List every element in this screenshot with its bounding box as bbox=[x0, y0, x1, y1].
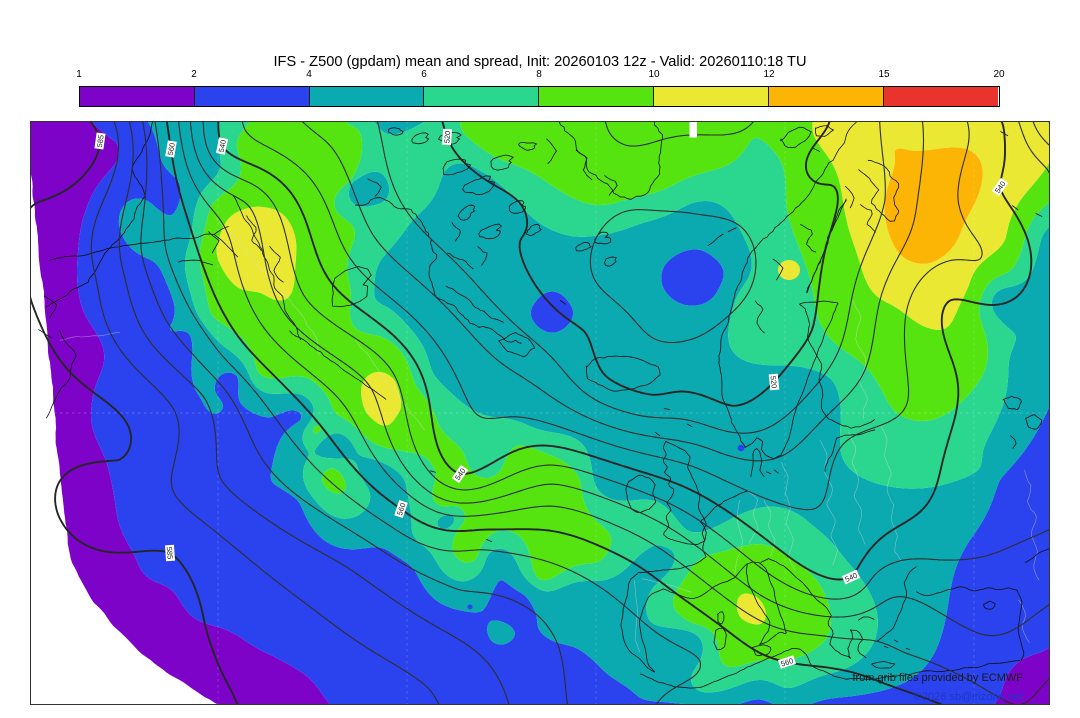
svg-text:585: 585 bbox=[165, 546, 175, 559]
svg-text:560: 560 bbox=[780, 656, 795, 668]
svg-text:540: 540 bbox=[217, 139, 228, 153]
svg-text:©2026 sb@irizone.net: ©2026 sb@irizone.net bbox=[914, 691, 1023, 703]
svg-text:585: 585 bbox=[95, 134, 106, 148]
svg-text:560: 560 bbox=[395, 502, 407, 517]
svg-text:520: 520 bbox=[442, 130, 452, 143]
svg-text:520: 520 bbox=[769, 375, 779, 388]
svg-text:from grib files provided by EC: from grib files provided by ECMWF bbox=[852, 672, 1023, 684]
svg-text:560: 560 bbox=[166, 142, 177, 156]
